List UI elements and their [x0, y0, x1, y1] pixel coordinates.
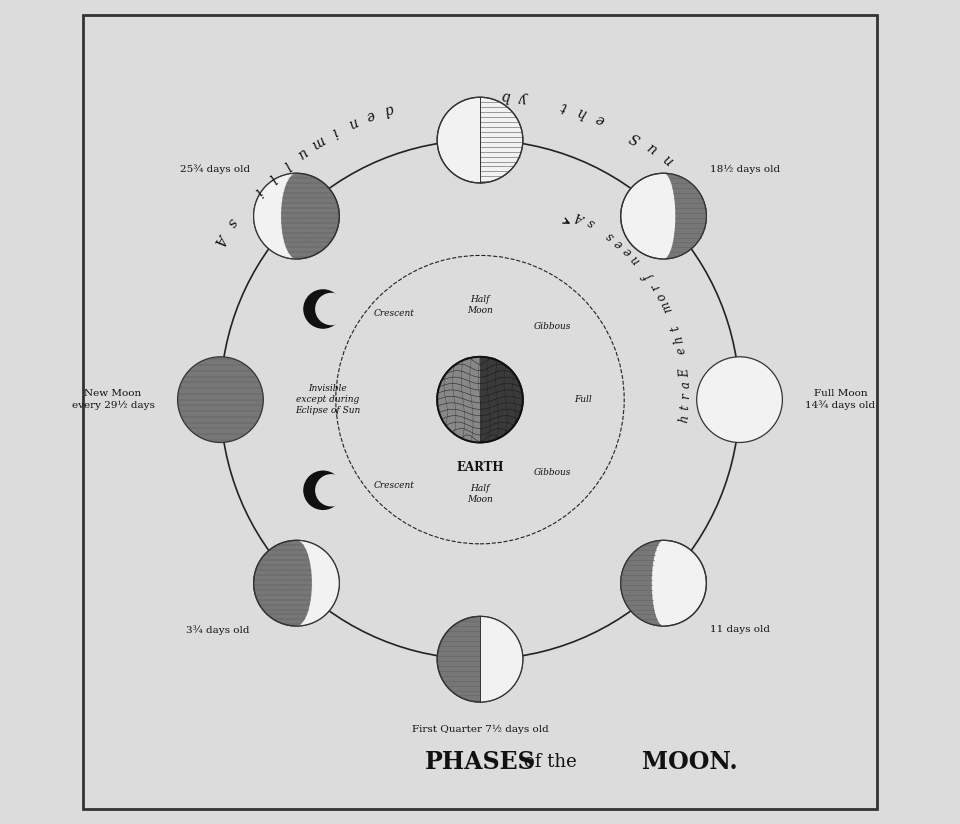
Text: u: u — [644, 139, 660, 156]
Text: 18½ days old: 18½ days old — [710, 165, 780, 174]
Circle shape — [437, 97, 523, 183]
Circle shape — [437, 357, 523, 442]
Text: of the: of the — [523, 753, 576, 771]
Text: n: n — [346, 115, 359, 131]
Wedge shape — [253, 173, 297, 259]
Text: n: n — [628, 252, 642, 266]
Ellipse shape — [281, 173, 312, 259]
Text: Crescent: Crescent — [373, 481, 414, 490]
Text: Half
Moon: Half Moon — [468, 295, 492, 315]
Wedge shape — [621, 541, 663, 626]
Circle shape — [315, 474, 348, 507]
Text: 11 days old: 11 days old — [710, 625, 770, 634]
Text: f: f — [643, 271, 656, 283]
Text: Full: Full — [574, 396, 592, 404]
Text: h: h — [575, 104, 588, 120]
Circle shape — [315, 293, 348, 325]
Text: 25¾ days old: 25¾ days old — [180, 165, 250, 175]
Text: b: b — [500, 88, 511, 103]
Text: m: m — [308, 132, 327, 151]
Text: Full Moon
14¾ days old: Full Moon 14¾ days old — [805, 389, 876, 410]
Text: s: s — [225, 215, 240, 229]
Ellipse shape — [281, 541, 312, 626]
Circle shape — [621, 173, 707, 259]
Text: y: y — [520, 91, 530, 105]
Text: o: o — [655, 290, 669, 302]
Circle shape — [303, 471, 343, 510]
Circle shape — [253, 173, 339, 259]
Text: l: l — [279, 157, 292, 171]
Text: s: s — [586, 215, 597, 230]
Ellipse shape — [652, 173, 675, 259]
Text: i: i — [251, 185, 264, 198]
Text: t: t — [559, 99, 568, 114]
Text: d: d — [383, 101, 396, 117]
Text: m: m — [659, 299, 675, 315]
Text: Invisible
except during
Eclipse of Sun: Invisible except during Eclipse of Sun — [295, 384, 360, 415]
Text: i: i — [329, 124, 340, 138]
Text: e: e — [364, 107, 376, 123]
Text: Crescent: Crescent — [373, 309, 414, 318]
Text: 3¾ days old: 3¾ days old — [186, 625, 250, 634]
Text: h: h — [677, 414, 691, 424]
Text: A: A — [213, 230, 230, 246]
Ellipse shape — [652, 541, 675, 626]
Text: E: E — [679, 368, 692, 378]
Text: Half
Moon: Half Moon — [468, 485, 492, 504]
Text: s: s — [604, 228, 616, 242]
Text: PHASES: PHASES — [424, 750, 536, 775]
Circle shape — [697, 357, 782, 442]
Wedge shape — [480, 616, 523, 702]
Text: A: A — [574, 209, 588, 224]
Circle shape — [178, 357, 263, 442]
Text: Gibbous: Gibbous — [534, 468, 571, 477]
Text: e: e — [675, 345, 688, 355]
Text: EARTH: EARTH — [456, 461, 504, 474]
Text: Gibbous: Gibbous — [534, 322, 571, 331]
Circle shape — [437, 616, 523, 702]
Text: t: t — [679, 405, 692, 410]
Text: h: h — [672, 334, 686, 344]
Wedge shape — [297, 541, 339, 626]
Text: e: e — [593, 111, 607, 128]
Text: n: n — [660, 151, 676, 167]
Text: MOON.: MOON. — [642, 750, 738, 775]
Text: t: t — [669, 324, 683, 332]
Wedge shape — [663, 173, 707, 259]
Text: e: e — [612, 236, 626, 250]
Text: l: l — [265, 171, 277, 184]
Text: u: u — [294, 144, 309, 161]
Circle shape — [253, 541, 339, 626]
Text: First Quarter 7½ days old: First Quarter 7½ days old — [412, 725, 548, 734]
Text: S: S — [628, 129, 643, 146]
Circle shape — [303, 289, 343, 329]
Text: r: r — [649, 281, 663, 293]
Text: e: e — [620, 244, 635, 258]
Text: r: r — [680, 393, 692, 399]
Wedge shape — [437, 357, 480, 442]
Text: a: a — [680, 381, 692, 388]
Text: New Moon
every 29½ days: New Moon every 29½ days — [72, 390, 155, 410]
Circle shape — [621, 541, 707, 626]
